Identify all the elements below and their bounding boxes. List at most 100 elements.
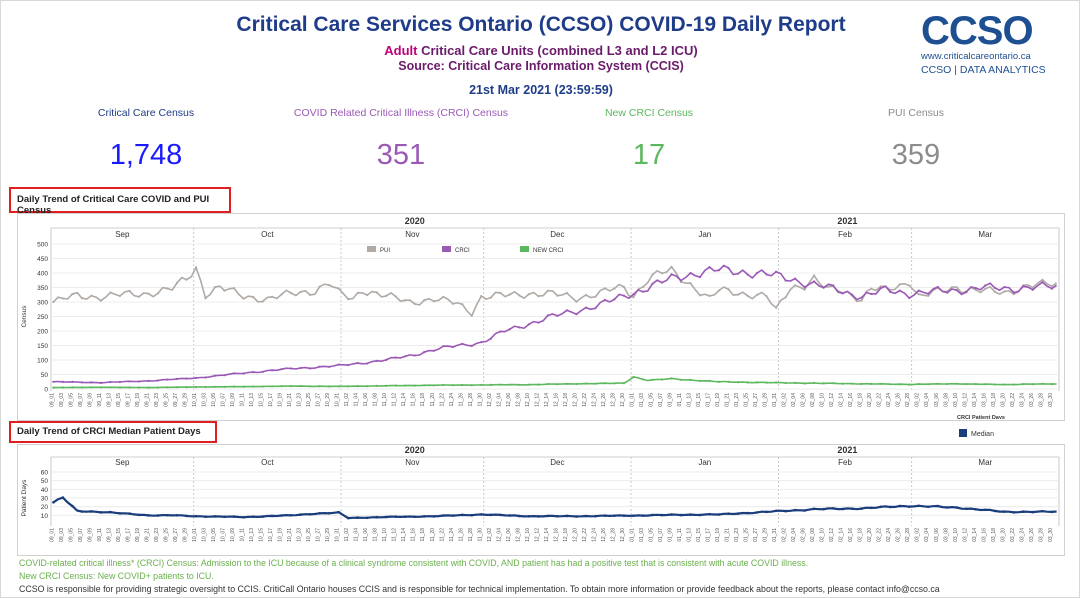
x-tick-label: 09_27 (173, 393, 179, 407)
data-point (147, 386, 150, 389)
data-point (698, 294, 702, 297)
data-point (80, 381, 83, 384)
data-point (480, 513, 483, 516)
data-point (603, 298, 607, 302)
data-point (955, 382, 958, 385)
x-tick-label: 02_22 (877, 528, 883, 542)
data-point (984, 383, 987, 386)
data-point (622, 514, 626, 517)
x-tick-label: 01_11 (677, 393, 683, 407)
data-point (546, 314, 550, 317)
y-tick-label: 350 (37, 285, 48, 292)
x-tick-label: 11_16 (411, 393, 417, 407)
data-point (974, 288, 977, 291)
data-point (518, 383, 521, 386)
x-tick-label: 09_05 (68, 393, 74, 407)
x-tick-label: 09_03 (59, 528, 65, 542)
x-tick-label: 11_24 (449, 393, 455, 407)
data-point (233, 372, 236, 375)
data-point (175, 281, 179, 284)
x-tick-label: 02_26 (896, 528, 902, 542)
x-tick-label: 02_04 (791, 393, 797, 407)
data-point (99, 299, 102, 302)
data-point (575, 300, 578, 303)
data-point (717, 289, 721, 292)
data-point (185, 377, 188, 380)
data-point (413, 354, 416, 357)
data-point (708, 379, 711, 382)
x-tick-label: 10_23 (297, 528, 303, 542)
x-tick-label: 10_05 (211, 528, 217, 542)
data-point (137, 513, 141, 517)
x-tick-label: 12_24 (591, 393, 597, 407)
x-tick-label: 01_17 (706, 528, 712, 542)
x-tick-label: 03_28 (1038, 528, 1044, 542)
data-point (660, 272, 664, 275)
x-tick-label: 01_31 (772, 393, 778, 407)
data-point (974, 287, 977, 290)
x-tick-label: 02_02 (782, 393, 788, 407)
x-tick-label: 11_08 (373, 528, 379, 542)
data-point (1050, 287, 1053, 290)
data-point (71, 380, 74, 383)
data-point (822, 507, 825, 511)
data-point (946, 506, 949, 509)
data-point (898, 283, 901, 286)
data-point (156, 379, 160, 382)
x-tick-label: 01_03 (639, 393, 645, 407)
x-tick-label: 01_27 (753, 393, 759, 407)
x-tick-label: 03_10 (953, 393, 959, 407)
data-point (727, 266, 730, 270)
data-point (442, 345, 445, 348)
x-tick-label: 02_12 (829, 528, 835, 542)
data-point (242, 372, 245, 375)
x-tick-label: 03_20 (1000, 393, 1006, 407)
data-point (584, 514, 588, 518)
data-point (898, 289, 901, 292)
data-point (889, 383, 892, 386)
data-point (603, 514, 607, 517)
data-point (594, 382, 597, 385)
data-point (137, 295, 141, 298)
data-point (527, 383, 530, 386)
data-point (175, 514, 179, 517)
x-tick-label: 09_19 (135, 528, 141, 542)
data-point (670, 513, 673, 516)
x-tick-label: 11_18 (420, 393, 426, 407)
data-point (603, 287, 607, 290)
data-point (594, 295, 597, 298)
data-point (632, 375, 635, 379)
x-tick-label: 02_18 (858, 528, 864, 542)
data-point (128, 386, 131, 389)
x-tick-label: 03_30 (1048, 528, 1054, 542)
data-point (822, 382, 825, 385)
x-tick-label: 03_22 (1010, 393, 1016, 407)
data-point (213, 286, 217, 289)
x-tick-label: 02_24 (886, 528, 892, 542)
data-point (689, 282, 692, 285)
data-point (147, 379, 150, 382)
data-point (955, 286, 958, 289)
data-point (1050, 510, 1054, 514)
data-point (794, 277, 797, 280)
month-label: Oct (261, 458, 274, 467)
data-point (737, 272, 740, 275)
x-tick-label: 09_15 (116, 393, 122, 407)
data-point (508, 514, 512, 517)
data-point (737, 293, 740, 296)
x-tick-label: 09_23 (154, 528, 160, 542)
legend-swatch (367, 246, 376, 252)
data-point (822, 286, 825, 289)
data-point (936, 285, 939, 289)
data-point (546, 383, 550, 386)
data-point (109, 386, 112, 389)
x-tick-label: 09_17 (125, 393, 131, 407)
data-point (670, 377, 673, 380)
data-point (527, 293, 530, 296)
x-tick-label: 01_01 (629, 393, 635, 407)
data-point (223, 515, 226, 519)
x-tick-label: 11_16 (411, 528, 417, 542)
data-point (565, 309, 569, 312)
kpi-crci-census: COVID Related Critical Illness (CRCI) Ce… (281, 107, 521, 172)
